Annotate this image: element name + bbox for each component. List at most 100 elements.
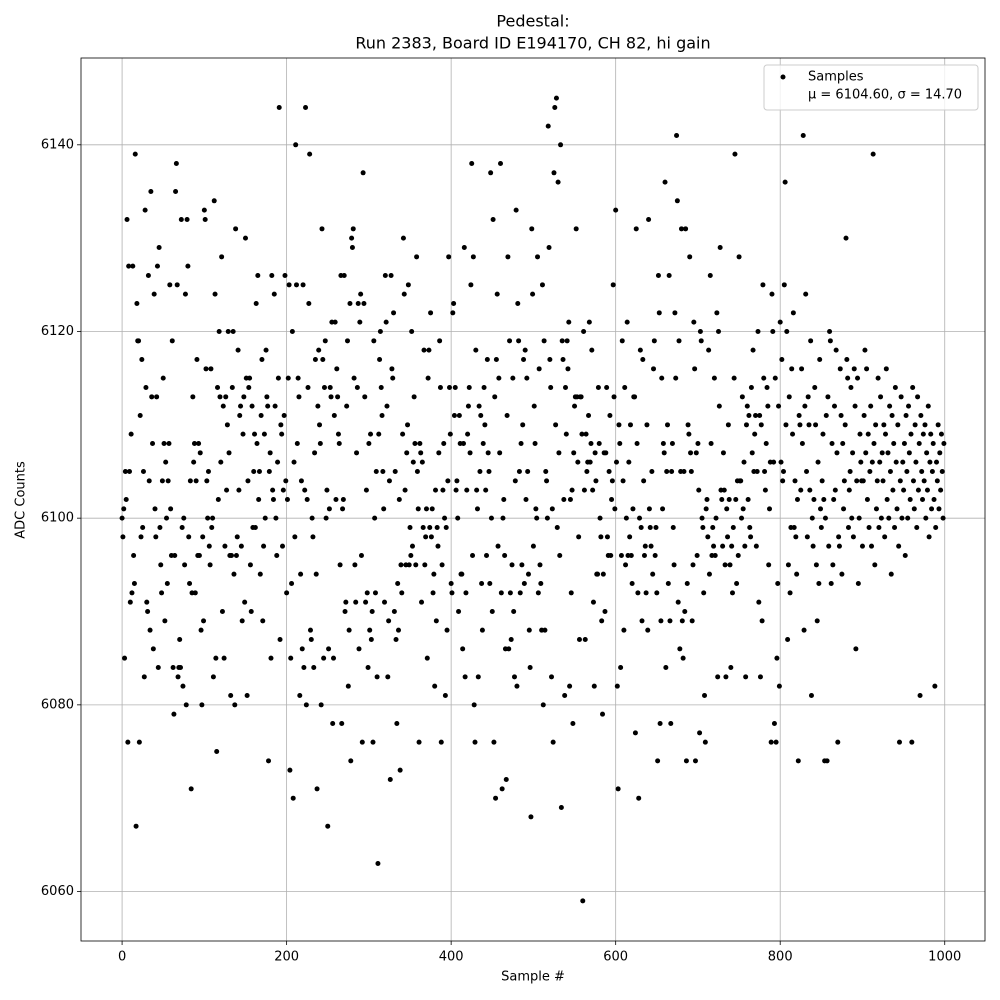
- point: [484, 356, 490, 362]
- point: [723, 674, 729, 680]
- point: [186, 534, 192, 540]
- point: [138, 534, 144, 540]
- point: [232, 702, 238, 708]
- point: [535, 254, 541, 260]
- point: [323, 515, 329, 521]
- point: [581, 328, 587, 334]
- point: [841, 506, 847, 512]
- point: [712, 553, 718, 559]
- point: [776, 683, 782, 689]
- point: [255, 272, 261, 278]
- point: [782, 179, 788, 185]
- point: [498, 160, 504, 166]
- point: [450, 310, 456, 316]
- point: [553, 95, 559, 101]
- point: [454, 478, 460, 484]
- point: [739, 394, 745, 400]
- point: [562, 693, 568, 699]
- point: [136, 739, 142, 745]
- point: [804, 534, 810, 540]
- point: [688, 468, 694, 474]
- point: [221, 655, 227, 661]
- point: [532, 440, 538, 446]
- point: [279, 431, 285, 437]
- x-axis-label: Sample #: [501, 970, 565, 985]
- point: [653, 525, 659, 531]
- point: [382, 599, 388, 605]
- point: [540, 702, 546, 708]
- point: [424, 655, 430, 661]
- plot-frame: [80, 57, 986, 942]
- point: [815, 459, 821, 465]
- point: [175, 674, 181, 680]
- point: [813, 562, 819, 568]
- point: [684, 581, 690, 587]
- point: [814, 618, 820, 624]
- point: [757, 674, 763, 680]
- point: [303, 702, 309, 708]
- point: [542, 627, 548, 633]
- point: [602, 609, 608, 615]
- point: [546, 244, 552, 250]
- point: [874, 478, 880, 484]
- point: [314, 786, 320, 792]
- point: [744, 403, 750, 409]
- point: [627, 534, 633, 540]
- point: [397, 767, 403, 773]
- point: [765, 403, 771, 409]
- point: [147, 627, 153, 633]
- point: [499, 786, 505, 792]
- point: [683, 226, 689, 232]
- point: [696, 487, 702, 493]
- point: [363, 487, 369, 493]
- point: [226, 450, 232, 456]
- point: [455, 515, 461, 521]
- point: [414, 468, 420, 474]
- point: [702, 693, 708, 699]
- point: [150, 646, 156, 652]
- point: [148, 188, 154, 194]
- point: [888, 571, 894, 577]
- point: [841, 478, 847, 484]
- point: [689, 618, 695, 624]
- point: [515, 300, 521, 306]
- point: [302, 487, 308, 493]
- point: [408, 553, 414, 559]
- point: [643, 590, 649, 596]
- point: [724, 506, 730, 512]
- point: [556, 450, 562, 456]
- point: [377, 328, 383, 334]
- point: [677, 646, 683, 652]
- point: [309, 515, 315, 521]
- point: [575, 459, 581, 465]
- x-tick-label: 800: [768, 950, 793, 965]
- point: [477, 468, 483, 474]
- point: [272, 403, 278, 409]
- x-tick-label: 200: [274, 950, 299, 965]
- point: [612, 506, 618, 512]
- point: [754, 468, 760, 474]
- point: [553, 422, 559, 428]
- x-tick-label: 400: [439, 950, 464, 965]
- point: [527, 665, 533, 671]
- point: [167, 282, 173, 288]
- point: [331, 412, 337, 418]
- point: [207, 562, 213, 568]
- point: [295, 375, 301, 381]
- point: [919, 468, 925, 474]
- point: [925, 403, 931, 409]
- point: [500, 515, 506, 521]
- point: [353, 599, 359, 605]
- point: [618, 553, 624, 559]
- point: [711, 543, 717, 549]
- point: [582, 637, 588, 643]
- point: [415, 506, 421, 512]
- point: [588, 440, 594, 446]
- point: [131, 553, 137, 559]
- point: [220, 403, 226, 409]
- point: [306, 300, 312, 306]
- point: [519, 562, 525, 568]
- point: [564, 338, 570, 344]
- point: [356, 646, 362, 652]
- point: [355, 300, 361, 306]
